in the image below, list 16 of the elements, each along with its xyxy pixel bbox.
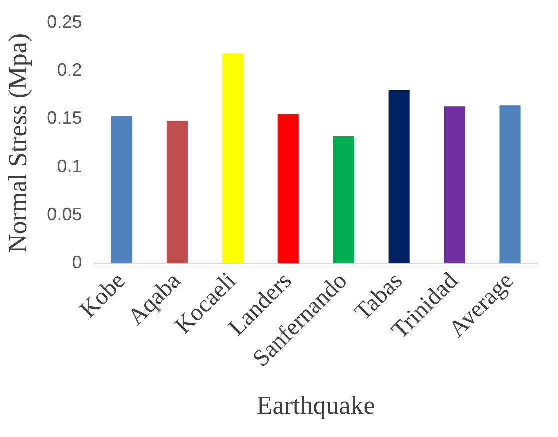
bar <box>166 121 188 264</box>
bar <box>444 106 466 264</box>
y-tick-label: 0.1 <box>57 156 82 176</box>
y-tick-label: 0.2 <box>57 60 82 80</box>
bar <box>333 136 354 264</box>
bar <box>388 90 410 264</box>
y-tick-label: 0 <box>72 252 82 273</box>
y-axis-title: Normal Stress (Mpa) <box>3 33 32 253</box>
bar <box>278 114 299 264</box>
y-tick-label: 0.15 <box>47 108 82 128</box>
x-axis-title: Earthquake <box>256 391 376 420</box>
y-tick-label: 0.05 <box>47 204 82 224</box>
bar <box>111 116 133 264</box>
bar <box>500 106 521 264</box>
bar <box>222 54 244 264</box>
y-tick-label: 0.25 <box>47 12 82 32</box>
